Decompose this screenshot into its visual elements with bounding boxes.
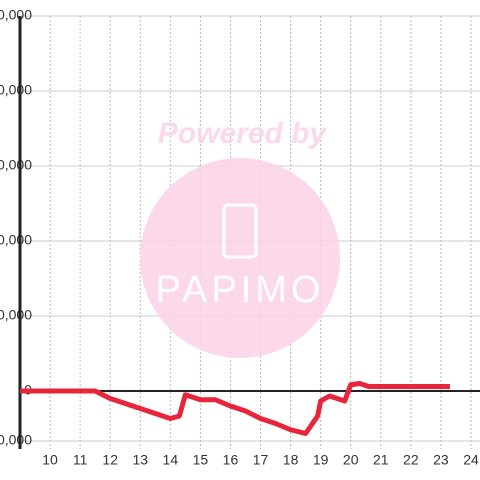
x-tick-label: 14 [163,452,179,468]
x-tick-label: 18 [283,452,299,468]
x-tick-label: 16 [223,452,239,468]
line [20,381,450,436]
watermark: Powered by PAPIMO [140,117,340,358]
watermark-logo: PAPIMO [156,269,325,311]
y-tick-label: -20,000 [0,432,32,448]
x-tick-label: 15 [193,452,209,468]
x-tick-label: 13 [132,452,148,468]
x-tick-label: 22 [403,452,419,468]
x-tick-label: 19 [313,452,329,468]
watermark-icon [222,203,258,259]
x-tick-label: 24 [463,452,479,468]
x-tick-label: 17 [253,452,269,468]
x-tick-label: 23 [433,452,449,468]
x-tick-label: 20 [343,452,359,468]
y-tick-label: 120,000 [0,82,32,98]
x-tick-label: 12 [102,452,118,468]
x-tick-label: 11 [73,452,88,468]
y-tick-label: 150,000 [0,7,32,23]
x-tick-label: 21 [373,452,389,468]
y-tick-label: 90,000 [0,157,32,173]
y-tick-label: 60,000 [0,232,32,248]
y-tick-label: 30,000 [0,307,32,323]
x-tick-label: 10 [42,452,58,468]
watermark-title: Powered by [158,117,328,150]
